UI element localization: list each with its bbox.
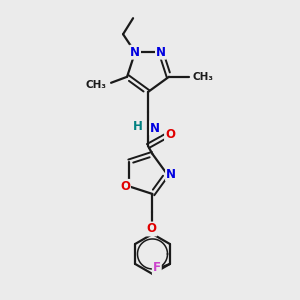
Text: H: H bbox=[133, 121, 143, 134]
Text: N: N bbox=[156, 46, 166, 59]
Text: N: N bbox=[150, 122, 160, 134]
Text: O: O bbox=[146, 223, 157, 236]
Text: CH₃: CH₃ bbox=[85, 80, 106, 90]
Text: O: O bbox=[165, 128, 175, 142]
Text: N: N bbox=[166, 167, 176, 181]
Text: N: N bbox=[130, 46, 140, 59]
Text: O: O bbox=[120, 180, 130, 193]
Text: CH₃: CH₃ bbox=[193, 72, 214, 82]
Text: F: F bbox=[153, 262, 161, 275]
